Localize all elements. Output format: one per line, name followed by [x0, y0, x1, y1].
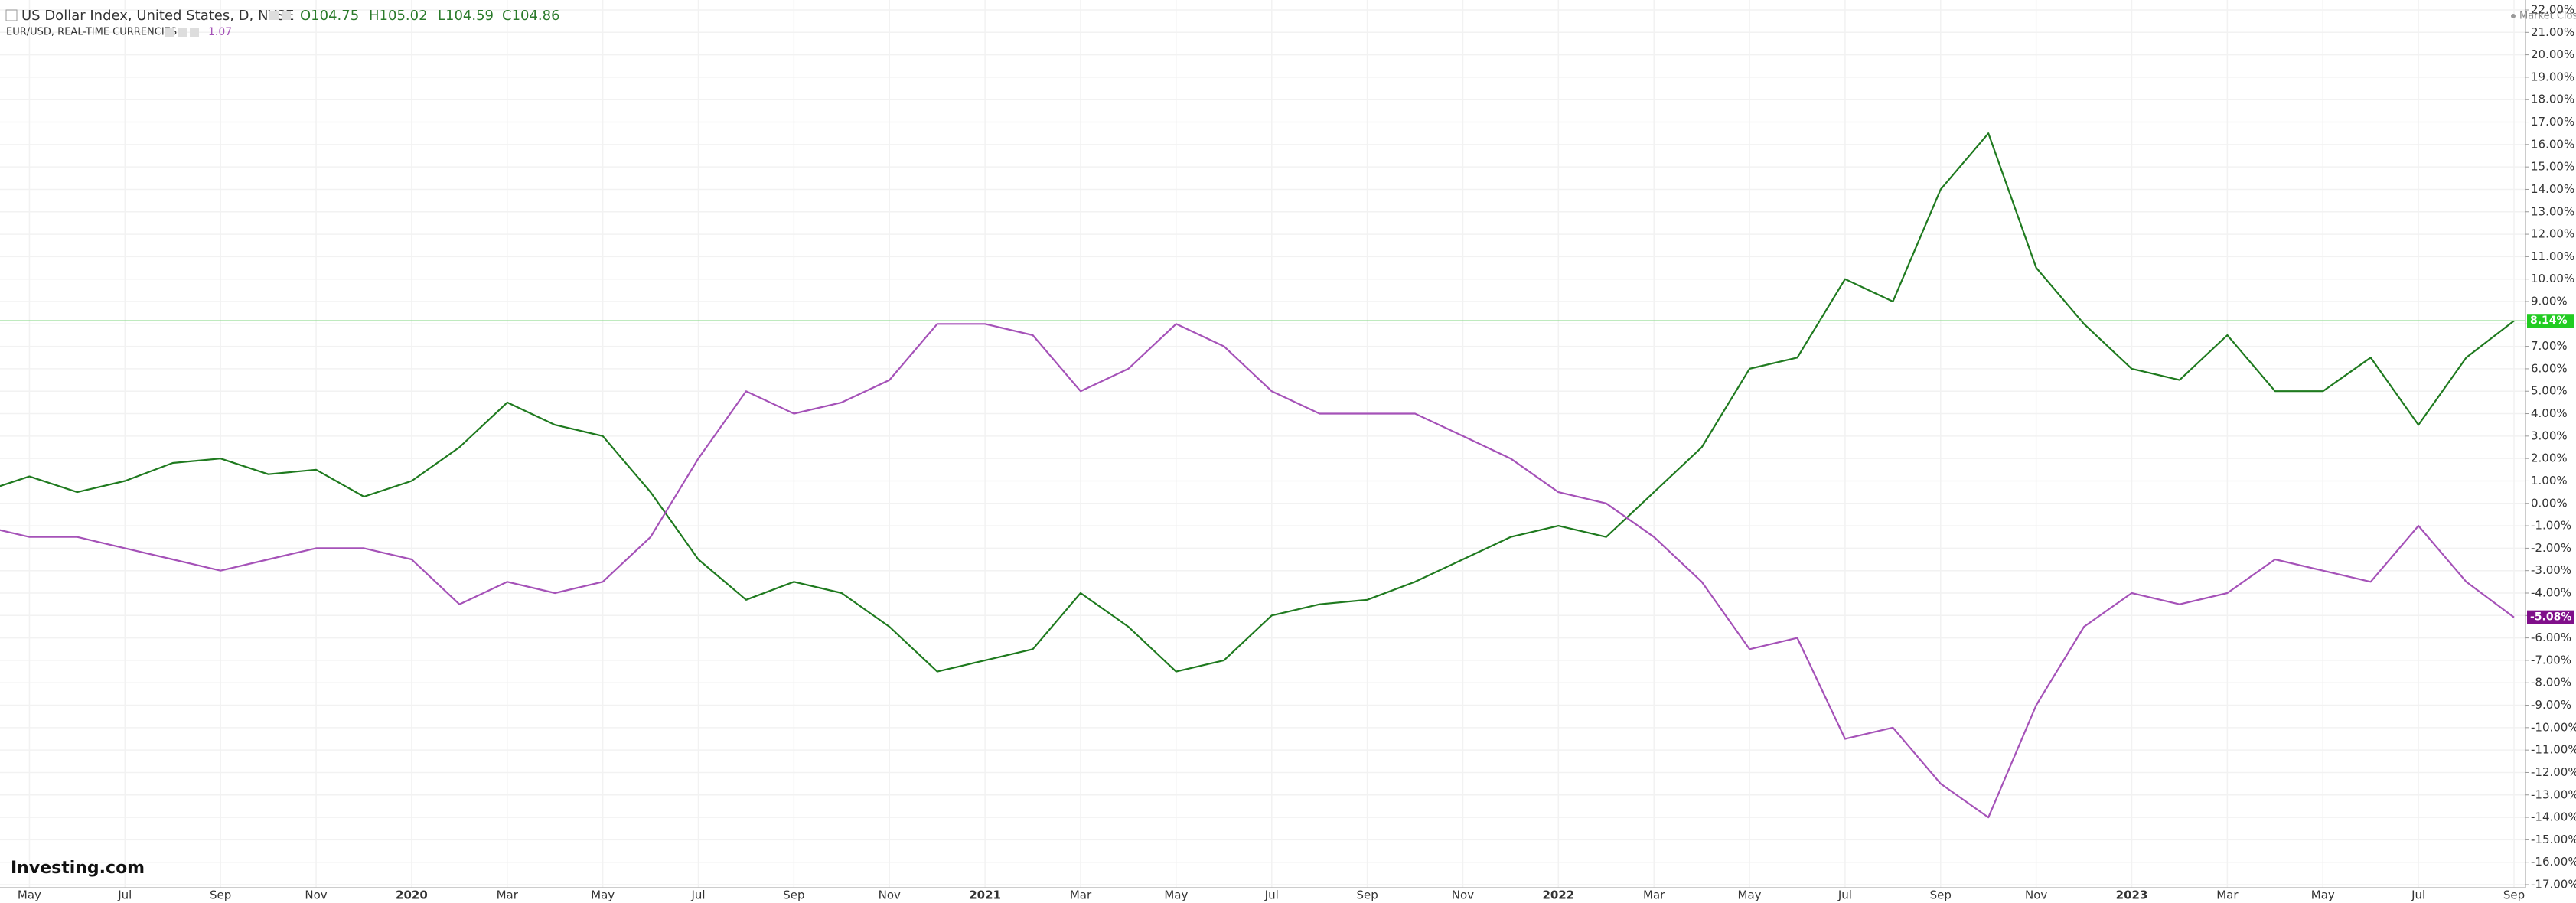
- grid: [0, 0, 2525, 888]
- y-tick-label: 3.00%: [2531, 429, 2568, 442]
- y-tick-label: 16.00%: [2531, 137, 2574, 151]
- y-tick-label: -8.00%: [2531, 676, 2571, 689]
- x-tick-label: Jul: [690, 888, 705, 902]
- collapse-icon[interactable]: [5, 9, 18, 21]
- x-tick-label: Mar: [2216, 888, 2239, 902]
- ohlc-high: H105.02: [369, 8, 428, 24]
- icon[interactable]: [190, 28, 199, 37]
- x-tick-label: May: [591, 888, 615, 902]
- status-dot: [2511, 14, 2516, 18]
- x-tick-label: Jul: [2411, 888, 2425, 902]
- plot: [0, 132, 2525, 819]
- y-tick-label: 11.00%: [2531, 249, 2574, 263]
- chart-title: US Dollar Index, United States, D, NYSE: [21, 8, 294, 24]
- x-tick-label: 2023: [2116, 888, 2148, 902]
- series-line: [0, 132, 2515, 673]
- y-tick-label: 19.00%: [2531, 70, 2574, 83]
- x-tick-label: Mar: [1643, 888, 1665, 902]
- x-tick-label: Mar: [1070, 888, 1092, 902]
- y-tick-label: -17.00%: [2531, 878, 2576, 892]
- y-tick-label: -14.00%: [2531, 810, 2576, 824]
- logo: Investing.com: [11, 859, 145, 878]
- y-tick-label: 18.00%: [2531, 93, 2574, 106]
- y-tick-label: 13.00%: [2531, 204, 2574, 218]
- y-tick-label: -15.00%: [2531, 833, 2576, 846]
- market-status: Market Closed: [2519, 11, 2576, 22]
- x-tick-label: May: [1738, 888, 1762, 902]
- y-tick-label: 21.00%: [2531, 25, 2574, 39]
- y-tick-label: -7.00%: [2531, 653, 2571, 667]
- y-tick-label: 17.00%: [2531, 115, 2574, 129]
- y-tick-label: 4.00%: [2531, 406, 2568, 420]
- y-tick-label: 9.00%: [2531, 295, 2568, 308]
- y-tick-label: 1.00%: [2531, 474, 2568, 487]
- icon[interactable]: [282, 11, 291, 20]
- x-tick-label: 2022: [1542, 888, 1574, 902]
- x-tick-label: Sep: [2503, 888, 2525, 902]
- y-tick-label: 0.00%: [2531, 496, 2568, 510]
- y-tick-label: -13.00%: [2531, 787, 2576, 801]
- y-tick-label: -1.00%: [2531, 519, 2571, 533]
- y-tick-label: -3.00%: [2531, 563, 2571, 577]
- y-tick-label: 10.00%: [2531, 272, 2574, 285]
- y-tick-label: -4.00%: [2531, 586, 2571, 600]
- y-tick-label: -12.00%: [2531, 765, 2576, 779]
- x-tick-label: Sep: [1930, 888, 1952, 902]
- icon[interactable]: [178, 28, 187, 37]
- last-value-label: 8.14%: [2530, 315, 2568, 327]
- y-tick-label: -2.00%: [2531, 541, 2571, 555]
- y-tick-label: -10.00%: [2531, 720, 2576, 734]
- y-tick-label: 2.00%: [2531, 452, 2568, 465]
- ohlc-low: L104.59: [438, 8, 494, 24]
- y-tick-label: 12.00%: [2531, 227, 2574, 241]
- icon[interactable]: [269, 11, 279, 20]
- last-value-box: [2527, 314, 2574, 328]
- x-tick-label: Nov: [305, 888, 327, 902]
- axis-labels: 22.00% 21.00% 20.00% 19.00% 18.00% 17.00% 16.0…: [18, 3, 2576, 902]
- x-tick-label: Mar: [497, 888, 519, 902]
- x-tick-label: Sep: [1356, 888, 1378, 902]
- compare-title: EUR/USD, REAL-TIME CURRENCIES: [6, 27, 177, 38]
- x-tick-label: Jul: [117, 888, 132, 902]
- x-tick-label: 2021: [969, 888, 1001, 902]
- x-tick-label: Jul: [1837, 888, 1852, 902]
- y-tick-label: 22.00%: [2531, 3, 2574, 17]
- ohlc-close: C104.86: [502, 8, 560, 24]
- y-tick-label: 20.00%: [2531, 47, 2574, 61]
- series-line: [0, 323, 2515, 819]
- x-tick-label: Jul: [1264, 888, 1279, 902]
- x-tick-label: 2020: [396, 888, 428, 902]
- y-tick-label: 7.00%: [2531, 339, 2568, 353]
- x-tick-label: Sep: [783, 888, 804, 902]
- y-tick-label: 5.00%: [2531, 384, 2568, 398]
- x-tick-label: Nov: [1452, 888, 1474, 902]
- ohlc-open: O104.75: [300, 8, 359, 24]
- x-tick-label: May: [2311, 888, 2335, 902]
- x-tick-label: Nov: [879, 888, 901, 902]
- y-tick-label: -6.00%: [2531, 631, 2571, 644]
- y-tick-label: -16.00%: [2531, 855, 2576, 869]
- compare-last: 1.07: [208, 26, 232, 38]
- y-tick-label: -11.00%: [2531, 743, 2576, 757]
- y-tick-label: -9.00%: [2531, 698, 2571, 712]
- x-tick-label: May: [1164, 888, 1188, 902]
- y-tick-label: 14.00%: [2531, 182, 2574, 196]
- legend: US Dollar Index, United States, D, NYSE …: [5, 8, 2576, 878]
- last-value-box: [2527, 610, 2574, 624]
- y-tick-label: 6.00%: [2531, 361, 2568, 375]
- icon[interactable]: [165, 28, 174, 37]
- y-tick-label: 15.00%: [2531, 160, 2574, 174]
- x-tick-label: Sep: [210, 888, 231, 902]
- x-tick-label: May: [18, 888, 41, 902]
- x-tick-label: Nov: [2025, 888, 2047, 902]
- last-value-label: -5.08%: [2530, 611, 2571, 624]
